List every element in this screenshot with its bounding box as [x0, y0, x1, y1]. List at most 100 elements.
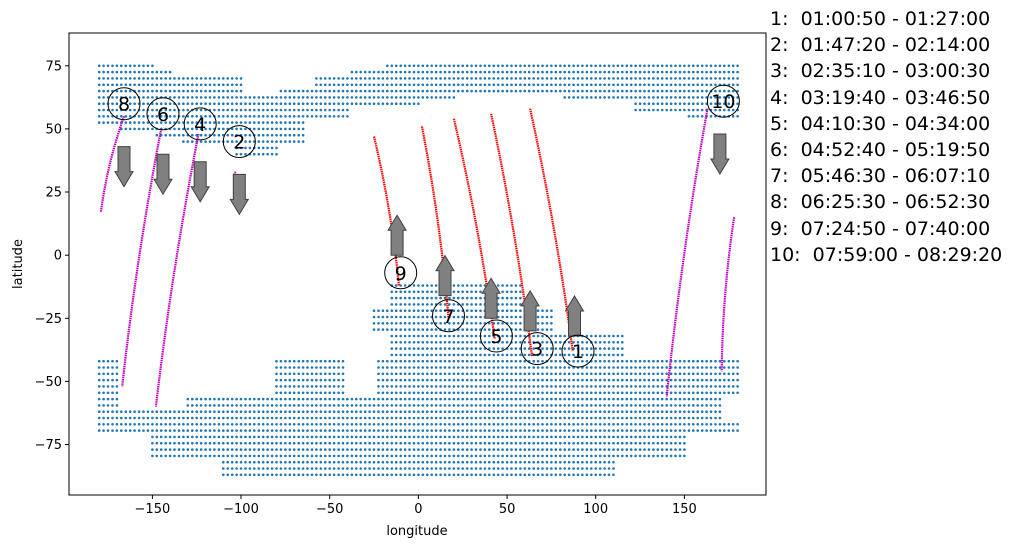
coverage-point — [669, 454, 673, 458]
coverage-point — [359, 89, 363, 93]
coverage-point — [324, 385, 327, 388]
coverage-point — [474, 378, 478, 382]
coverage-point — [284, 441, 287, 445]
coverage-point — [346, 473, 349, 477]
coverage-point — [208, 127, 212, 131]
coverage-point — [315, 429, 318, 432]
coverage-point — [590, 391, 593, 395]
coverage-point — [253, 423, 256, 426]
coverage-point — [505, 296, 509, 300]
coverage-point — [394, 467, 398, 470]
coverage-point — [439, 359, 442, 363]
coverage-point — [106, 64, 110, 68]
coverage-point — [146, 77, 150, 80]
coverage-point — [465, 70, 469, 74]
coverage-point — [417, 435, 420, 439]
coverage-point — [217, 115, 221, 118]
coverage-point — [208, 140, 212, 143]
pass-circle — [479, 319, 513, 353]
coverage-point — [470, 467, 473, 470]
coverage-point — [643, 70, 646, 74]
coverage-point — [527, 460, 531, 464]
coverage-point — [284, 89, 287, 93]
coverage-point — [341, 83, 345, 87]
coverage-point — [244, 467, 247, 470]
coverage-point — [629, 64, 633, 68]
coverage-point — [128, 115, 132, 118]
coverage-point — [319, 448, 323, 451]
coverage-point — [465, 290, 469, 294]
coverage-point — [501, 378, 504, 382]
coverage-point — [727, 70, 731, 74]
coverage-point — [199, 416, 203, 420]
coverage-point — [474, 341, 478, 344]
coverage-point — [408, 378, 411, 382]
coverage-point — [434, 441, 438, 445]
coverage-point — [102, 404, 105, 407]
coverage-point — [514, 441, 518, 445]
coverage-point — [301, 435, 305, 439]
coverage-point — [576, 416, 580, 420]
coverage-point — [501, 347, 504, 350]
coverage-point — [284, 378, 287, 382]
coverage-point — [390, 328, 394, 331]
coverage-point — [496, 359, 500, 363]
coverage-point — [306, 435, 309, 439]
coverage-point — [412, 435, 416, 439]
coverage-point — [173, 83, 176, 87]
coverage-point — [723, 391, 726, 395]
coverage-point — [337, 460, 340, 464]
coverage-point — [106, 372, 110, 376]
coverage-point — [496, 83, 500, 87]
coverage-point — [576, 341, 580, 344]
coverage-point — [275, 448, 278, 451]
coverage-point — [581, 341, 584, 344]
coverage-point — [470, 347, 473, 350]
coverage-point — [301, 115, 305, 118]
coverage-point — [341, 397, 345, 401]
coverage-point — [669, 83, 673, 87]
coverage-point — [723, 108, 726, 112]
coverage-point — [700, 410, 704, 414]
coverage-point — [554, 441, 558, 445]
coverage-point — [306, 454, 309, 458]
coverage-point — [408, 322, 411, 325]
coverage-point — [253, 397, 256, 401]
coverage-point — [678, 448, 682, 451]
coverage-point — [643, 441, 646, 445]
coverage-point — [359, 77, 363, 80]
coverage-point — [652, 378, 655, 382]
coverage-point — [452, 70, 456, 74]
coverage-point — [607, 467, 611, 470]
coverage-point — [328, 96, 332, 99]
coverage-point — [106, 89, 110, 93]
coverage-point — [434, 460, 438, 464]
coverage-point — [678, 429, 682, 432]
coverage-point — [332, 404, 336, 407]
coverage-point — [151, 448, 154, 451]
coverage-point — [510, 429, 513, 432]
coverage-point — [621, 385, 624, 388]
coverage-point — [696, 359, 699, 363]
coverage-point — [536, 77, 540, 80]
coverage-point — [510, 359, 513, 363]
coverage-point — [554, 89, 558, 93]
coverage-point — [377, 309, 380, 313]
coverage-point — [554, 435, 558, 439]
coverage-point — [714, 77, 717, 80]
coverage-point — [501, 397, 504, 401]
coverage-point — [292, 391, 296, 395]
coverage-point — [483, 372, 487, 376]
coverage-point — [266, 133, 269, 137]
coverage-point — [355, 441, 358, 445]
coverage-point — [474, 334, 478, 338]
coverage-point — [505, 303, 509, 306]
coverage-point — [297, 140, 301, 143]
coverage-point — [461, 460, 465, 464]
coverage-point — [284, 423, 287, 426]
coverage-point — [514, 454, 518, 458]
coverage-point — [576, 70, 580, 74]
coverage-point — [297, 416, 301, 420]
coverage-point — [266, 96, 269, 99]
coverage-point — [230, 102, 234, 105]
